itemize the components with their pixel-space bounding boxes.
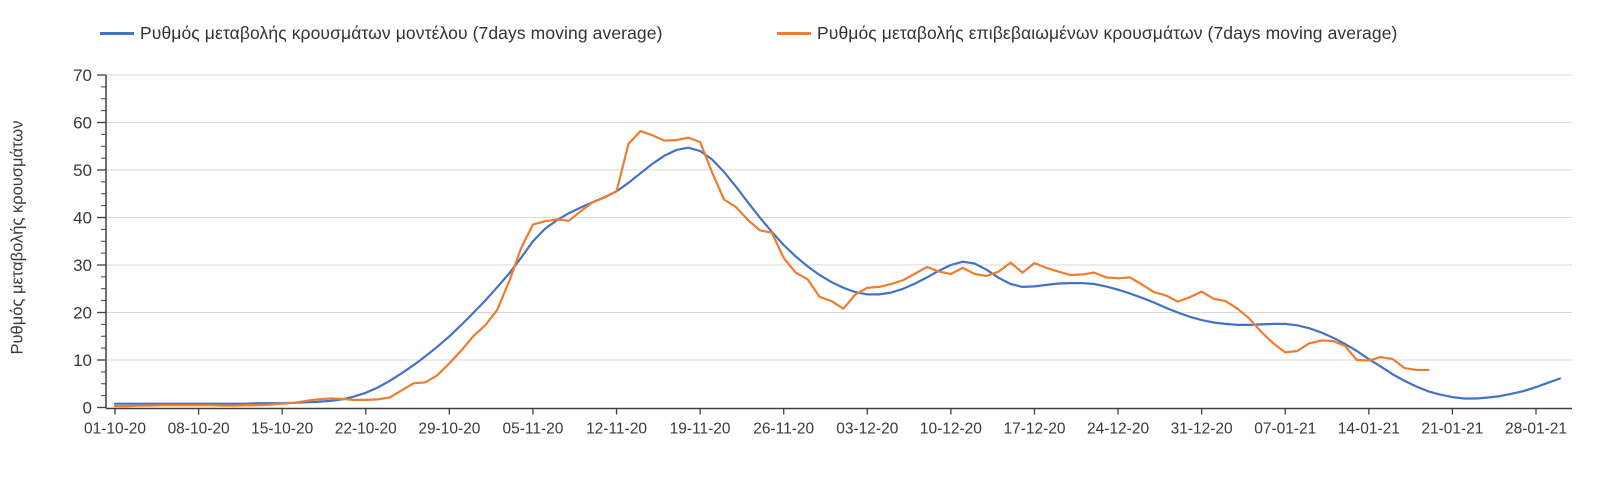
legend-label-model: Ρυθμός μεταβολής κρουσμάτων μοντέλου (7d… (140, 22, 663, 43)
series-line-confirmed (113, 130, 1430, 408)
x-tick-label: 15-10-20 (251, 421, 313, 438)
x-tick-label: 10-12-20 (920, 421, 982, 438)
y-tick-label: 30 (73, 256, 92, 275)
y-tick-label: 50 (73, 161, 92, 180)
x-tick-label: 28-01-21 (1505, 421, 1567, 438)
x-tick-label: 29-10-20 (418, 421, 480, 438)
y-tick-label: 10 (73, 351, 92, 370)
x-tick-label: 22-10-20 (335, 421, 397, 438)
legend-item-model[interactable]: Ρυθμός μεταβολής κρουσμάτων μοντέλου (7d… (100, 20, 663, 46)
x-tick-label: 07-01-21 (1254, 421, 1316, 438)
x-tick-label: 17-12-20 (1003, 421, 1065, 438)
series-line-model (113, 146, 1562, 405)
x-tick-label: 05-11-20 (502, 421, 563, 438)
x-tick-label: 21-01-21 (1421, 421, 1483, 438)
x-tick-label: 19-11-20 (670, 421, 731, 438)
x-tick-label: 31-12-20 (1171, 421, 1233, 438)
chart-legend: Ρυθμός μεταβολής κρουσμάτων μοντέλου (7d… (0, 20, 1611, 46)
x-tick-label: 24-12-20 (1087, 421, 1149, 438)
y-tick-label: 0 (83, 399, 92, 418)
legend-label-confirmed: Ρυθμός μεταβολής επιβεβαιωμένων κρουσμάτ… (817, 22, 1398, 43)
x-tick-label: 08-10-20 (168, 421, 230, 438)
x-tick-label: 01-10-20 (84, 421, 146, 438)
y-tick-label: 40 (73, 209, 92, 228)
x-tick-label: 14-01-21 (1338, 421, 1400, 438)
y-tick-label: 60 (73, 114, 92, 133)
x-tick-label: 26-11-20 (753, 421, 814, 438)
x-tick-label: 12-11-20 (586, 421, 647, 438)
legend-line-swatch-model (100, 31, 134, 35)
legend-item-confirmed[interactable]: Ρυθμός μεταβολής επιβεβαιωμένων κρουσμάτ… (777, 20, 1397, 46)
x-tick-label: 03-12-20 (836, 421, 898, 438)
y-tick-label: 70 (73, 66, 92, 85)
legend-line-swatch-confirmed (777, 31, 811, 35)
y-tick-label: 20 (73, 304, 92, 323)
